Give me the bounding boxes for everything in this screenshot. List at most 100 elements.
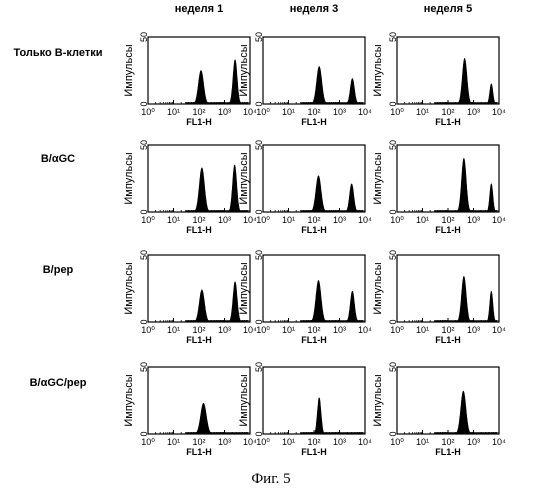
panel-r3-c2-y-tick-label: 50 <box>254 250 264 260</box>
panel-r1-c3-x-tick-label: 10³ <box>467 107 480 117</box>
panel-r4-c2-x-axis-label: FL1-H <box>301 447 327 457</box>
panel-r2-c2-peak-2 <box>345 184 358 212</box>
panel-r1-c3-y-axis-label: Импульсы <box>372 44 384 96</box>
panel-r1-c1-peak-1 <box>193 71 209 105</box>
panel-r3-c1-y-tick-label: 50 <box>139 250 149 260</box>
panel-r4-c1-x-tick-label: 10⁴ <box>243 437 257 447</box>
panel-r1-c1-x-tick-label: 10² <box>192 107 205 117</box>
panel-r1-c1-x-tick-label: 10¹ <box>167 107 180 117</box>
panel-r2-c1-x-tick-label: 10⁴ <box>243 215 257 225</box>
row-label-3: В/pep <box>43 264 74 276</box>
panel-r1-c3-y-tick-label: 50 <box>388 32 398 42</box>
panel-r4-c2-peak-1 <box>314 398 325 434</box>
panel-r4-c2-x-tick-label: 10⁰ <box>256 437 270 447</box>
panel-r1-c2-x-tick-label: 10³ <box>333 107 346 117</box>
figure-caption: Фиг. 5 <box>0 471 542 488</box>
panel-r1-c3-x-tick-label: 10⁴ <box>492 107 506 117</box>
panel-r4-c2-y-axis-label: Импульсы <box>238 374 250 426</box>
panel-r1-c1-x-tick-label: 10⁰ <box>141 107 155 117</box>
panel-r1-c1-y-axis-label: Импульсы <box>123 44 135 96</box>
panel-r1-c3-x-tick-label: 10² <box>441 107 454 117</box>
panel-r2-c1-y-axis-label: Импульсы <box>123 152 135 204</box>
panel-r3-c1-x-tick-label: 10¹ <box>167 325 180 335</box>
panel-r4-c1-y-axis-label: Импульсы <box>123 374 135 426</box>
panel-r3-c3-x-tick-label: 10¹ <box>416 325 429 335</box>
panel-r1-c3-frame <box>397 37 499 104</box>
panel-r3-c1-x-tick-label: 10⁰ <box>141 325 155 335</box>
panel-r4-c3-x-axis-label: FL1-H <box>435 447 461 457</box>
panel-r1-c3-peak-2 <box>486 84 496 104</box>
panel-r3-c1-peak-1 <box>194 290 210 322</box>
panel-r3-c2-x-tick-label: 10³ <box>333 325 346 335</box>
panel-r3-c2-peak-2 <box>346 291 359 322</box>
panel-r1-c1-y-tick-label: 0 <box>139 101 149 106</box>
panel-r4-c1-x-tick-label: 10⁰ <box>141 437 155 447</box>
row-label-1: Только В-клетки <box>13 47 102 59</box>
panel-r2-c1-peak-1 <box>194 168 210 212</box>
panel-r3-c3-y-tick-label: 50 <box>388 250 398 260</box>
panel-r3-c2-x-tick-label: 10¹ <box>282 325 295 335</box>
panel-r1-c2-y-axis-label: Импульсы <box>238 44 250 96</box>
column-header-1: неделя 1 <box>175 3 223 15</box>
panel-r3-c3-peak-2 <box>486 291 496 322</box>
panel-r4-c2-y-tick-label: 0 <box>254 431 264 436</box>
panel-r3-c2-x-tick-label: 10⁴ <box>358 325 372 335</box>
panel-r3-c3-peak-1 <box>457 276 472 322</box>
panel-r1-c2-peak-2 <box>346 79 359 105</box>
panel-r2-c1-x-axis-label: FL1-H <box>186 225 212 235</box>
panel-r1-c3-peak-1 <box>457 58 472 104</box>
panel-r1-c2-y-tick-label: 50 <box>254 32 264 42</box>
panel-r3-c3-x-tick-label: 10⁰ <box>390 325 404 335</box>
panel-r2-c3-peak-2 <box>486 184 496 212</box>
panel-r2-c3-x-tick-label: 10³ <box>467 215 480 225</box>
panel-r4-c1-y-tick-label: 50 <box>139 362 149 372</box>
panel-r2-c2-y-tick-label: 50 <box>254 140 264 150</box>
panel-r4-c3-y-tick-label: 50 <box>388 362 398 372</box>
panel-r4-c1-x-tick-label: 10² <box>192 437 205 447</box>
panel-r2-c3-x-tick-label: 10⁰ <box>390 215 404 225</box>
panel-r2-c2-x-tick-label: 10² <box>307 215 320 225</box>
panel-r2-c1-x-tick-label: 10¹ <box>167 215 180 225</box>
panel-r2-c3-x-tick-label: 10⁴ <box>492 215 506 225</box>
panel-r4-c3-x-tick-label: 10² <box>441 437 454 447</box>
panel-r2-c2-x-tick-label: 10³ <box>333 215 346 225</box>
panel-r4-c3-x-tick-label: 10¹ <box>416 437 429 447</box>
panel-r4-c3-x-tick-label: 10⁴ <box>492 437 506 447</box>
panel-r3-c3-x-tick-label: 10³ <box>467 325 480 335</box>
panel-r1-c2-x-tick-label: 10⁴ <box>358 107 372 117</box>
panel-r4-c2-y-tick-label: 50 <box>254 362 264 372</box>
panel-r4-c3-y-axis-label: Импульсы <box>372 374 384 426</box>
panel-r3-c2-peak-1 <box>310 281 326 323</box>
panel-r2-c1-y-tick-label: 0 <box>139 209 149 214</box>
panel-r4-c1-x-tick-label: 10¹ <box>167 437 180 447</box>
panel-r2-c3-x-tick-label: 10² <box>441 215 454 225</box>
panel-r4-c3-peak-1 <box>455 391 471 434</box>
panel-r3-c3-x-tick-label: 10⁴ <box>492 325 506 335</box>
column-header-2: неделя 3 <box>290 3 338 15</box>
panel-r1-c2-y-tick-label: 0 <box>254 101 264 106</box>
panel-r4-c2-x-tick-label: 10³ <box>333 437 346 447</box>
panel-r2-c3-x-tick-label: 10¹ <box>416 215 429 225</box>
panel-r2-c3-peak-1 <box>457 158 472 212</box>
panel-r3-c2-y-tick-label: 0 <box>254 319 264 324</box>
panel-r4-c2-x-tick-label: 10² <box>307 437 320 447</box>
panel-r2-c3-y-tick-label: 50 <box>388 140 398 150</box>
panel-r1-c1-x-axis-label: FL1-H <box>186 117 212 127</box>
panel-r4-c1-x-axis-label: FL1-H <box>186 447 212 457</box>
panel-r3-c2-x-tick-label: 10⁰ <box>256 325 270 335</box>
panel-r1-c1-x-tick-label: 10⁴ <box>243 107 257 117</box>
panel-r1-c2-x-axis-label: FL1-H <box>301 117 327 127</box>
panel-r2-c2-x-tick-label: 10¹ <box>282 215 295 225</box>
panel-r3-c3-x-tick-label: 10² <box>441 325 454 335</box>
panel-r4-c3-frame <box>397 367 499 434</box>
panel-r4-c1-x-tick-label: 10³ <box>218 437 231 447</box>
panel-r2-c2-peak-1 <box>310 176 326 212</box>
panel-r2-c2-x-axis-label: FL1-H <box>301 225 327 235</box>
panel-r1-c2-x-tick-label: 10¹ <box>282 107 295 117</box>
panel-r1-c2-peak-1 <box>311 67 327 105</box>
panel-r2-c3-x-axis-label: FL1-H <box>435 225 461 235</box>
panel-r1-c1-x-tick-label: 10³ <box>218 107 231 117</box>
panel-r2-c1-y-tick-label: 50 <box>139 140 149 150</box>
panel-r1-c3-x-axis-label: FL1-H <box>435 117 461 127</box>
